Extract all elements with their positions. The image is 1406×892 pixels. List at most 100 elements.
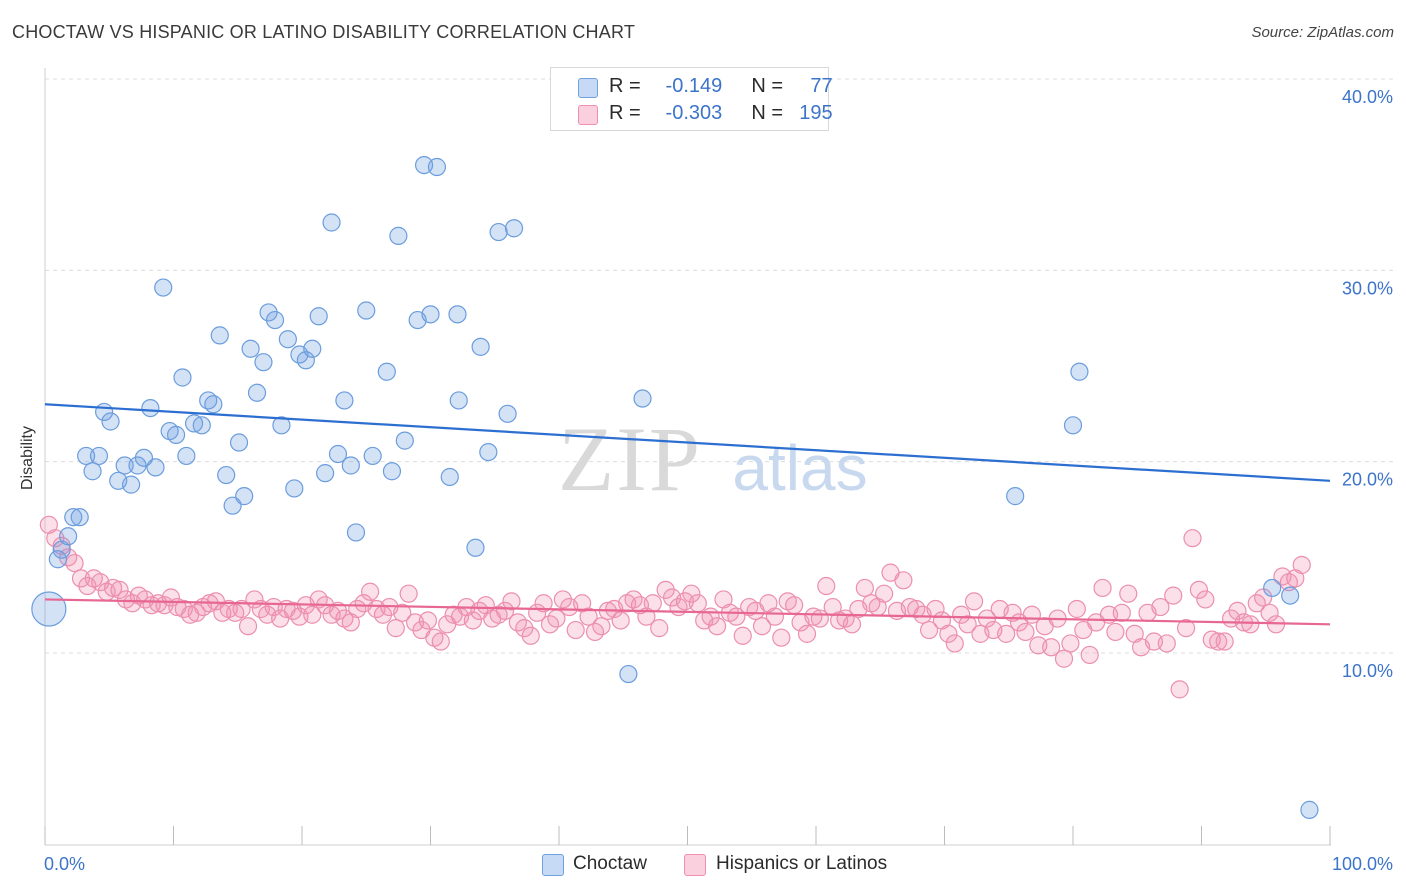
y-tick-label: 30.0% [1342,278,1393,298]
choctaw-point [316,464,335,483]
hispanic-point [399,584,418,603]
legend-r-choctaw: -0.149 [665,75,723,97]
hispanic-point [1196,590,1215,609]
choctaw-point [59,527,78,546]
choctaw-point [254,353,273,372]
hispanic-point [1112,603,1131,622]
hispanic-point [361,582,380,601]
chart-title: CHOCTAW VS HISPANIC OR LATINO DISABILITY… [12,22,636,42]
hispanic-point [1106,622,1125,642]
choctaw-point [471,337,490,356]
series-legend: Choctaw Hispanics or Latinos [0,852,1406,878]
choctaw-point [498,404,517,423]
choctaw-point [115,456,134,475]
hispanic-point [894,571,913,590]
hispanic-point [682,584,701,603]
choctaw-point [504,219,524,238]
choctaw-legend-label: Choctaw [573,853,647,874]
choctaw-point [335,391,354,410]
watermark-zip: ZIP [558,408,702,510]
hispanic-point [958,615,977,634]
hispanic-point [919,620,939,640]
choctaw-point [278,330,297,349]
hispanic-point [855,578,874,598]
hispanic-point [797,624,817,643]
choctaw-point [235,487,254,506]
hispanic-point [579,607,598,626]
choctaw-point [70,508,89,527]
choctaw-point [141,398,160,418]
choctaw-point [1063,416,1083,435]
choctaw-point [633,389,652,408]
choctaw-large-point [31,591,67,627]
hispanic-point [1080,645,1099,665]
hispanic-point [521,626,540,645]
choctaw-point [177,446,196,466]
hispanic-point [104,578,123,598]
choctaw-point [166,425,186,444]
y-tick-label: 10.0% [1342,661,1393,681]
choctaw-point [241,339,260,358]
hispanic-point [431,632,450,651]
legend-n-hispanic: 195 [799,102,833,124]
hispanic-point [495,601,515,621]
choctaw-point [204,395,223,414]
choctaw-point [489,222,508,242]
choctaw-point [1263,578,1282,598]
hispanic-point [643,594,662,613]
choctaw-point [247,383,267,402]
hispanic-point [303,605,322,624]
hispanic-point [875,584,894,603]
legend-r-hispanic: -0.303 [665,102,723,124]
choctaw-point [285,479,304,498]
choctaw-point [357,301,376,320]
choctaw-point [421,305,440,324]
hispanic-point [1054,649,1074,668]
legend-n-label: N = [751,75,784,97]
hispanic-point [785,596,804,615]
hispanic-point [238,617,258,636]
choctaw-point [64,508,83,527]
choctaw-point [309,307,328,326]
choctaw-point [303,339,322,358]
legend-r-label: R = [609,75,641,97]
x-tick-label-start: 0.0% [44,854,85,874]
hispanic-point [707,617,727,636]
hispanic-legend-swatch [684,854,706,876]
choctaw-point [101,412,120,431]
hispanic-points [39,515,1311,699]
hispanic-point [502,592,521,611]
choctaw-point [395,431,414,450]
choctaw-point [427,157,447,177]
choctaw-point [89,446,109,466]
hispanic-point [386,619,405,638]
choctaw-points [31,156,1319,819]
choctaw-trend-line [44,403,1331,482]
choctaw-point [440,467,459,487]
choctaw-point [48,550,67,569]
choctaw-point [77,446,96,466]
choctaw-point [322,213,341,232]
choctaw-point [265,310,285,330]
choctaw-swatch [578,78,598,98]
choctaw-point [296,351,315,370]
source-label: Source: ZipAtlas.com [1251,24,1394,41]
choctaw-legend-swatch [542,854,564,876]
choctaw-point [389,226,408,245]
choctaw-point [217,465,236,485]
watermark: ZIP atlas [558,408,868,510]
legend-n-label: N = [751,102,784,124]
hispanic-point [232,599,251,619]
hispanic-point [1189,580,1209,599]
hispanic-point [52,536,71,555]
hispanic-point [592,617,611,636]
hispanic-point [804,607,823,626]
choctaw-point [1070,362,1089,381]
hispanic-swatch [578,105,598,125]
hispanic-point [1061,634,1080,653]
choctaw-point [121,475,141,494]
x-tick-label-end: 100.0% [1332,854,1393,874]
choctaw-point [346,523,366,542]
hispanic-point [65,553,84,573]
hispanic-point [1260,603,1279,622]
